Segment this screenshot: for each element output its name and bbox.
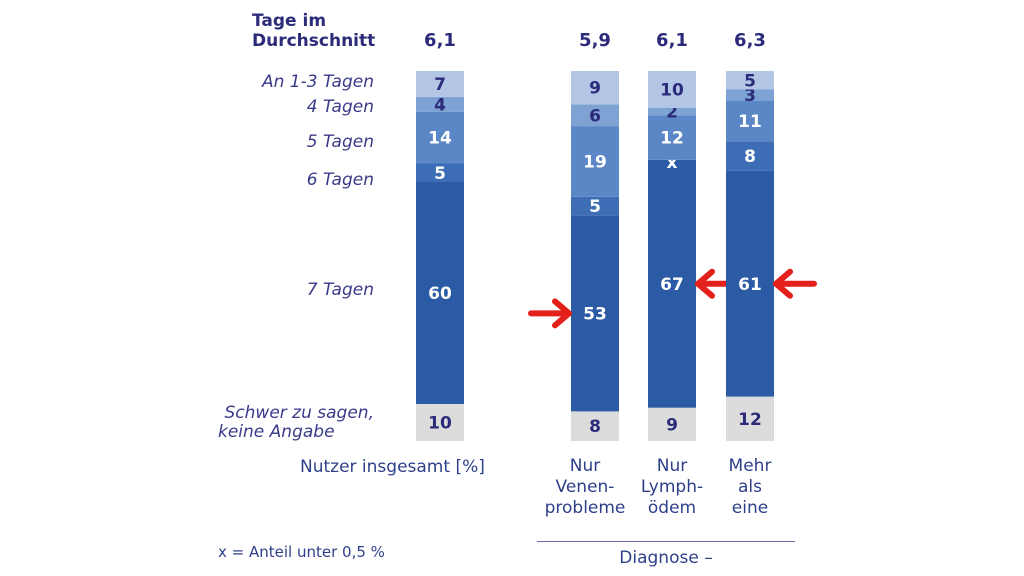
category-line: Lymph-: [640, 477, 704, 497]
bar-segment-keine-angabe: [416, 404, 464, 441]
bar-label-keine-angabe: 12: [738, 410, 762, 430]
header-label: Tage im Durchschnitt: [252, 11, 375, 51]
bar-segment-4-tage: [726, 89, 774, 101]
row-label-1-3-days: An 1-3 Tagen: [261, 72, 374, 92]
bar-label-5-tage: 14: [428, 129, 452, 149]
category-line: Mehr: [728, 456, 772, 476]
bar-segment-6-tage: [726, 141, 774, 171]
bar-label-4-tage: 4: [434, 95, 446, 115]
diagnosis-group-label: Diagnose –: [619, 548, 713, 568]
bar-label-5-tage: 12: [660, 129, 684, 149]
average-mehr: 6,3: [734, 30, 766, 51]
bar-label-4-tage: 2: [666, 103, 678, 123]
bar-segment-1-3-tage: [416, 71, 464, 97]
bar-segment-keine-angabe: [726, 396, 774, 441]
average-lymph: 6,1: [656, 30, 688, 51]
row-label-5-days: 5 Tagen: [306, 132, 374, 152]
category-line: als: [738, 477, 762, 497]
bar-segment-keine-angabe: [571, 411, 619, 441]
bar-label-keine-angabe: 9: [666, 415, 678, 435]
bar-label-4-tage: 3: [744, 86, 756, 106]
category-line: Venen-: [555, 477, 615, 497]
bar-segment-4-tage: [416, 96, 464, 112]
bar-segment-5-tage: [726, 100, 774, 142]
bar-label-7-tage: 53: [583, 304, 607, 324]
bar-label-1-3-tage: 5: [744, 71, 756, 91]
bar-label-keine-angabe: 10: [428, 414, 452, 434]
bar-segment-7-tage: [416, 182, 464, 404]
red-arrow-annotation: [528, 298, 572, 329]
bar-label-6-tage: 5: [589, 197, 601, 217]
row-label-7-days: 7 Tagen: [306, 280, 374, 300]
category-line: eine: [731, 498, 769, 518]
bar-segment-5-tage: [648, 115, 696, 160]
bar-segment-1-3-tage: [648, 71, 696, 108]
bar-segment-keine-angabe: [648, 407, 696, 441]
category-line: probleme: [544, 498, 626, 518]
category-line: ödem: [647, 498, 697, 518]
bar-label-1-3-tage: 9: [589, 79, 601, 99]
bar-segment-5-tage: [571, 126, 619, 197]
bar-segment-6-tage: [416, 163, 464, 182]
average-venen: 5,9: [579, 30, 611, 51]
average-total: 6,1: [424, 30, 456, 51]
category-line: Nur: [656, 456, 688, 476]
row-label-no-answer-1: Schwer zu sagen,: [224, 403, 374, 423]
row-label-6-days: 6 Tagen: [306, 170, 374, 190]
bar-label-6-tage: x: [667, 153, 678, 173]
bar-label-keine-angabe: 8: [589, 417, 601, 437]
header-line-2: Durchschnitt: [252, 31, 376, 51]
bar-label-5-tage: 19: [583, 153, 607, 173]
category-label-venen: Nur Venen- probleme: [530, 456, 640, 519]
bar-label-7-tage: 67: [660, 275, 684, 295]
bar-label-5-tage: 11: [738, 112, 762, 132]
footnote: x = Anteil unter 0,5 %: [218, 543, 385, 561]
bar-segment-7-tage: [648, 159, 696, 408]
category-line: Nur: [569, 456, 601, 476]
bar-segment-4-tage: [648, 108, 696, 116]
red-arrow-annotation: [773, 268, 817, 299]
bar-segment-1-3-tage: [726, 71, 774, 90]
header-line-1: Tage im: [252, 11, 327, 31]
total-users-label: Nutzer insgesamt [%]: [300, 457, 485, 477]
category-label-lymph: Nur Lymph- ödem: [617, 456, 727, 519]
row-label-4-days: 4 Tagen: [306, 97, 374, 117]
bar-label-6-tage: 5: [434, 164, 446, 184]
row-label-no-answer-2: keine Angabe: [218, 422, 335, 442]
bar-segment-6-tage: [571, 196, 619, 216]
bar-label-1-3-tage: 7: [434, 75, 446, 95]
bar-segment-4-tage: [571, 104, 619, 127]
bar-segment-1-3-tage: [571, 71, 619, 105]
bar-label-7-tage: 60: [428, 284, 452, 304]
bar-segment-5-tage: [416, 111, 464, 164]
bar-segment-7-tage: [571, 215, 619, 412]
category-label-mehr: Mehr als eine: [695, 456, 805, 519]
bar-label-6-tage: 8: [744, 147, 756, 167]
bar-label-4-tage: 6: [589, 106, 601, 126]
diagnosis-divider: [537, 541, 795, 542]
bar-label-7-tage: 61: [738, 275, 762, 295]
bar-label-1-3-tage: 10: [660, 81, 684, 101]
bar-segment-7-tage: [726, 170, 774, 397]
